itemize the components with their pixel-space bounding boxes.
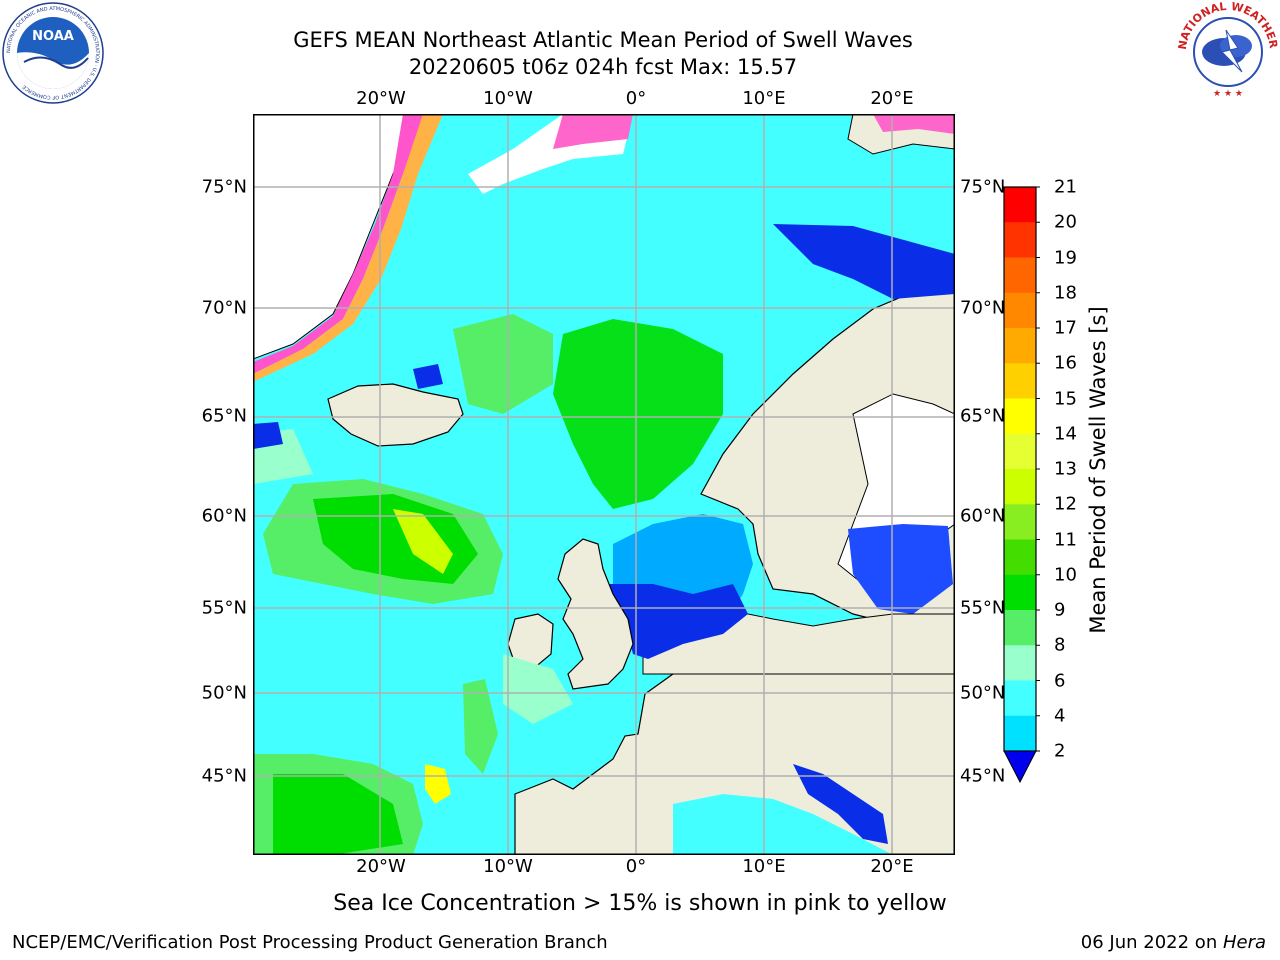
colorbar-segment [1004, 539, 1036, 576]
map-title: GEFS MEAN Northeast Atlantic Mean Period… [293, 28, 913, 52]
colorbar-segment [1004, 433, 1036, 470]
swell-period-map [253, 114, 955, 855]
lat-tick-right: 70°N [960, 297, 1006, 319]
lon-tick-bottom: 20°E [870, 856, 914, 877]
colorbar-tick-label: 2 [1054, 740, 1066, 762]
colorbar-tick-label: 19 [1054, 247, 1077, 268]
colorbar-segment [1004, 504, 1036, 540]
lon-tick-bottom: 10°W [483, 856, 533, 877]
lat-tick-left: 45°N [201, 765, 247, 787]
lon-tick-top: 20°W [356, 88, 406, 109]
footer-machine: Hera [1222, 932, 1266, 953]
colorbar-segment [1004, 292, 1036, 329]
lon-tick-top: 10°W [483, 88, 533, 109]
noaa-logo: NOAA NATIONAL OCEANIC AND ATMOSPHERIC AD… [2, 2, 104, 104]
map-subtitle: 20220605 t06z 024h fcst Max: 15.57 [408, 55, 798, 79]
colorbar-segment [1004, 645, 1036, 681]
lat-tick-right: 55°N [960, 597, 1006, 619]
colorbar-tick-label: 4 [1054, 705, 1066, 727]
colorbar-tick-label: 21 [1054, 176, 1077, 198]
footer-date-text: 06 Jun 2022 on [1080, 932, 1223, 953]
colorbar-tick-label: 12 [1054, 493, 1077, 515]
lat-tick-left: 70°N [201, 297, 247, 319]
colorbar-segment [1004, 715, 1036, 752]
colorbar-tick-label: 9 [1054, 599, 1066, 621]
lat-tick-right: 50°N [960, 682, 1006, 704]
colorbar-tick-label: 13 [1054, 458, 1077, 480]
colorbar-segment [1004, 610, 1036, 646]
lon-tick-top: 0° [625, 88, 647, 109]
colorbar-segment [1004, 187, 1036, 223]
lon-tick-bottom: 0° [625, 856, 647, 877]
lat-tick-left: 60°N [201, 505, 247, 527]
lat-tick-left: 55°N [201, 597, 247, 619]
lat-tick-right: 75°N [960, 176, 1006, 198]
lat-tick-right: 65°N [960, 405, 1006, 427]
colorbar-tick-label: 16 [1054, 352, 1077, 374]
colorbar-segment [1004, 363, 1036, 399]
colorbar-tick-label: 18 [1054, 282, 1077, 304]
colorbar-segment [1004, 469, 1036, 505]
lat-tick-right: 60°N [960, 505, 1006, 527]
colorbar-tick-label: 14 [1054, 423, 1077, 445]
colorbar-segment [1004, 680, 1036, 717]
colorbar-tick-label: 15 [1054, 388, 1077, 409]
colorbar-tick-label: 11 [1054, 529, 1077, 550]
lon-tick-top: 10°E [742, 88, 786, 109]
colorbar-tick-label: 20 [1054, 211, 1077, 233]
lat-tick-left: 50°N [201, 682, 247, 704]
colorbar-segment [1004, 257, 1036, 294]
colorbar-segment [1004, 574, 1036, 611]
sea-ice-note: Sea Ice Concentration > 15% is shown in … [333, 891, 947, 916]
lat-tick-right: 45°N [960, 765, 1006, 787]
footer-date: 06 Jun 2022 on Hera [1081, 932, 1266, 953]
lat-tick-left: 75°N [201, 176, 247, 198]
colorbar [1003, 186, 1040, 784]
colorbar-tick-label: 6 [1054, 670, 1066, 691]
lon-tick-top: 20°E [870, 88, 914, 109]
lat-tick-left: 65°N [201, 405, 247, 427]
colorbar-segment [1004, 222, 1036, 258]
svg-text:★ ★ ★: ★ ★ ★ [1213, 89, 1243, 99]
colorbar-segment [1004, 398, 1036, 435]
lon-tick-bottom: 20°W [356, 856, 406, 877]
footer-branch: NCEP/EMC/Verification Post Processing Pr… [12, 932, 608, 953]
colorbar-tick-label: 8 [1054, 634, 1066, 656]
colorbar-label: Mean Period of Swell Waves [s] [1086, 306, 1110, 634]
nws-logo: NATIONAL WEATHER SERVICE ★ ★ ★ [1176, 0, 1280, 102]
colorbar-tick-label: 10 [1054, 564, 1077, 586]
lon-tick-bottom: 10°E [742, 856, 786, 877]
noaa-wordmark: NOAA [32, 29, 74, 44]
colorbar-tick-label: 17 [1054, 317, 1077, 339]
colorbar-segment [1004, 328, 1036, 364]
